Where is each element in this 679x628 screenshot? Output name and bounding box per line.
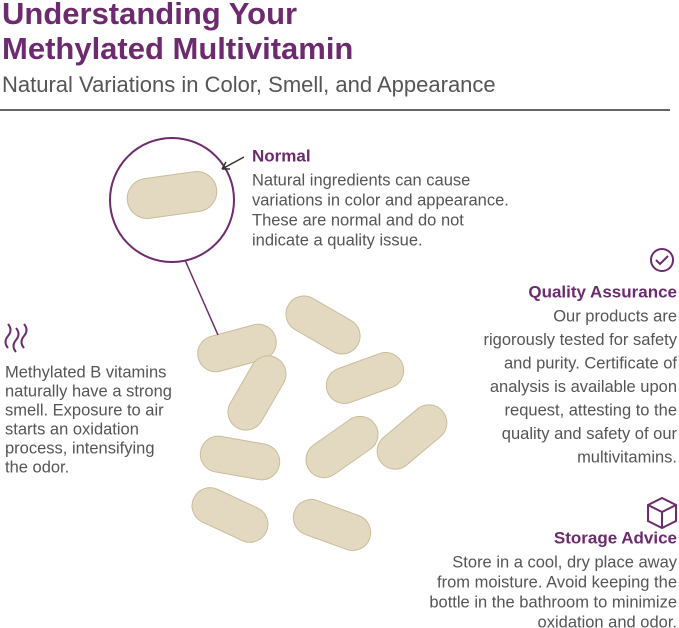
capsules — [191, 295, 448, 552]
section-text: process, intensifying — [5, 439, 155, 457]
arrow — [221, 156, 245, 170]
section-text: quality and safety of our — [502, 425, 678, 443]
quality-icon — [650, 248, 674, 272]
section-text: oxidation and odor. — [538, 613, 677, 628]
section-text: multivitamins. — [577, 448, 677, 466]
section-text: Methylated B vitamins — [5, 363, 166, 381]
section-text: and purity. Certificate of — [504, 354, 677, 372]
section-heading: Normal — [252, 146, 311, 165]
section-heading: Storage Advice — [554, 528, 677, 547]
section-text: These are normal and do not — [252, 211, 464, 229]
section-text: from moisture. Avoid keeping the — [437, 573, 677, 591]
smell-icon — [4, 323, 28, 353]
title: Methylated Multivitamin — [2, 31, 353, 66]
section-text: indicate a quality issue. — [252, 231, 423, 249]
section-text: smell. Exposure to air — [5, 401, 164, 419]
subtitle: Natural Variations in Color, Smell, and … — [2, 72, 496, 97]
pointer — [184, 259, 219, 336]
section-text: request, attesting to the — [505, 401, 677, 419]
section-text: rigorously tested for safety — [483, 331, 677, 349]
section-text: naturally have a strong — [5, 382, 172, 400]
capsule-zoom — [126, 171, 218, 219]
section-text: analysis is available upon — [490, 378, 677, 396]
section-text: starts an oxidation — [5, 420, 139, 438]
section-text: the odor. — [5, 458, 69, 476]
section-text: Store in a cool, dry place away — [452, 553, 677, 571]
section-heading: Quality Assurance — [528, 282, 677, 301]
section-text: variations in color and appearance. — [252, 191, 509, 209]
section-text: Our products are — [553, 307, 677, 325]
title: Understanding Your — [2, 0, 297, 31]
section-text: bottle in the bathroom to minimize — [429, 593, 677, 611]
section-text: Natural ingredients can cause — [252, 171, 470, 189]
box-icon — [647, 496, 677, 530]
